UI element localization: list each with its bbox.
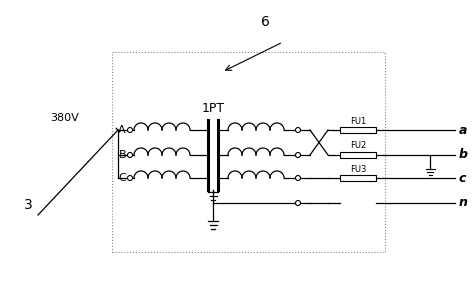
Circle shape — [295, 152, 301, 158]
Text: a: a — [459, 123, 467, 137]
Circle shape — [295, 127, 301, 132]
Text: FU1: FU1 — [350, 117, 366, 126]
Circle shape — [127, 176, 133, 181]
Text: C: C — [118, 173, 126, 183]
Text: B: B — [118, 150, 126, 160]
Text: 380V: 380V — [51, 113, 79, 123]
Text: c: c — [459, 172, 466, 184]
Circle shape — [127, 152, 133, 158]
Text: FU3: FU3 — [350, 164, 366, 173]
Text: b: b — [459, 149, 468, 161]
Text: FU2: FU2 — [350, 141, 366, 150]
Circle shape — [127, 127, 133, 132]
Bar — [340, 175, 376, 181]
Circle shape — [295, 176, 301, 181]
Text: 6: 6 — [261, 15, 270, 29]
Bar — [112, 52, 385, 252]
Bar — [340, 127, 376, 133]
Text: 1PT: 1PT — [202, 101, 225, 115]
Text: 3: 3 — [24, 198, 33, 212]
Text: n: n — [459, 196, 468, 210]
Bar — [340, 152, 376, 158]
Circle shape — [295, 201, 301, 205]
Text: A: A — [118, 125, 126, 135]
